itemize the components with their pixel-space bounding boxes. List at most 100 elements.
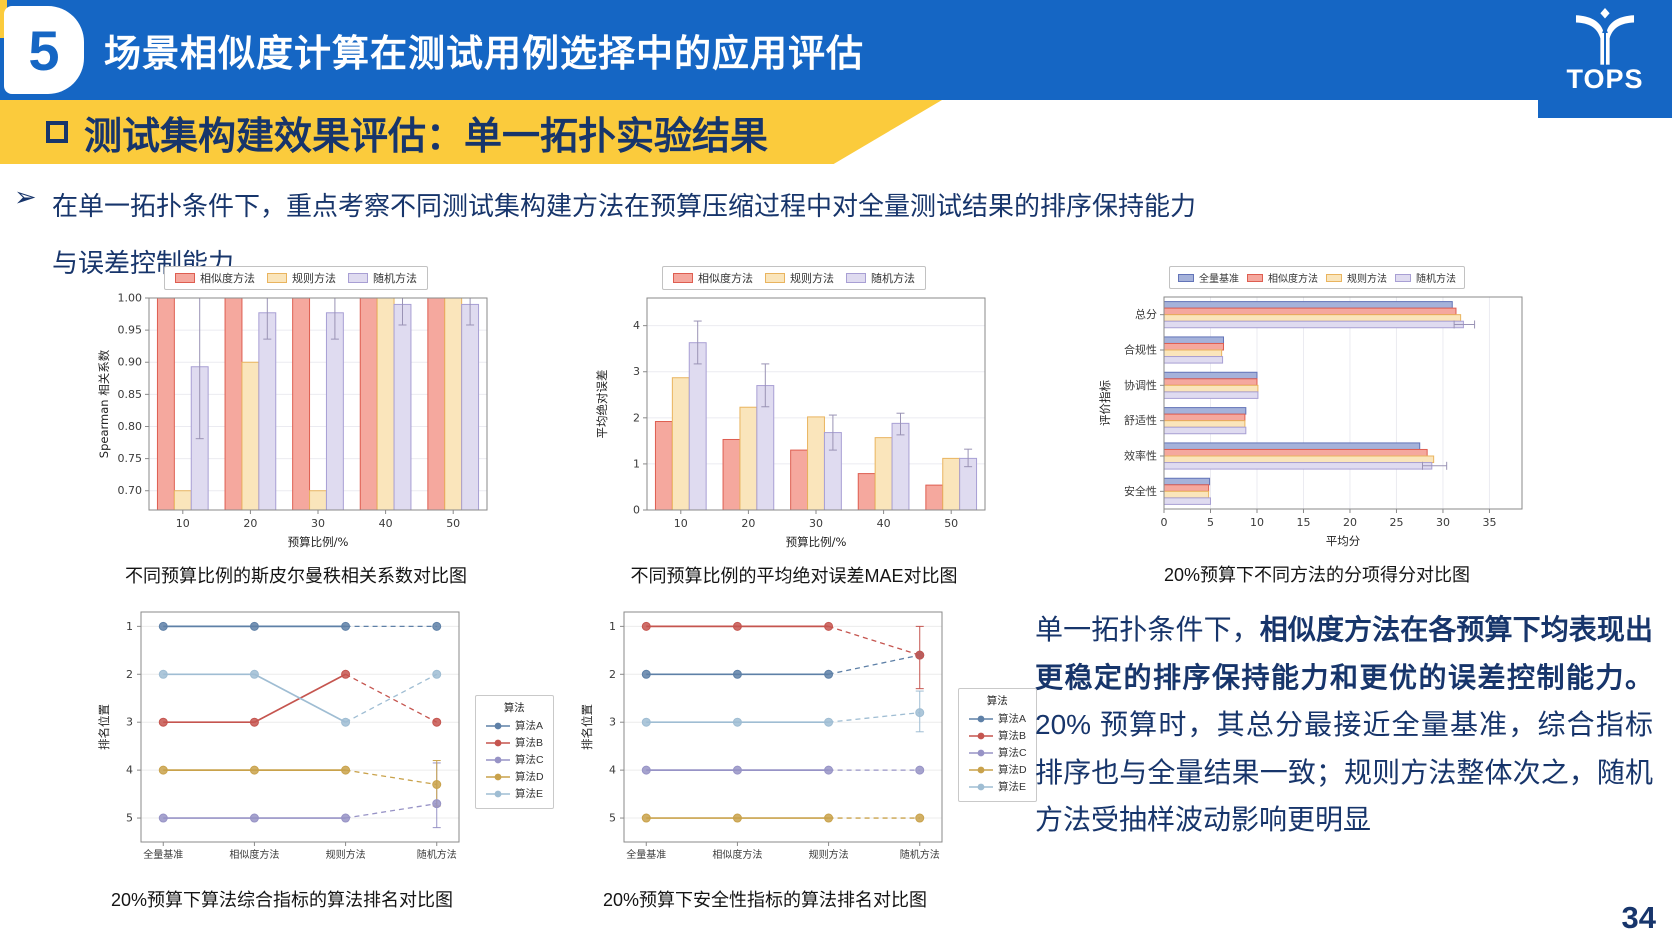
subtitle-text: 测试集构建效果评估：单一拓扑实验结果 xyxy=(84,115,769,158)
arrow-bullet-icon: ➢ xyxy=(14,182,37,212)
svg-text:排名位置: 排名位置 xyxy=(97,704,111,750)
legend-item: 算法A xyxy=(968,711,1027,726)
svg-text:20: 20 xyxy=(741,517,755,530)
legend-label: 算法A xyxy=(998,713,1027,725)
intro-bullet: ➢ 在单一拓扑条件下，重点考察不同测试集构建方法在预算压缩过程中对全量测试结果的… xyxy=(14,178,1204,292)
svg-text:20: 20 xyxy=(1343,516,1357,529)
legend-label: 算法B xyxy=(998,730,1027,742)
svg-text:规则方法: 规则方法 xyxy=(326,848,366,861)
svg-text:相似度方法: 相似度方法 xyxy=(229,848,279,861)
svg-text:1: 1 xyxy=(609,620,616,633)
legend-label: 规则方法 xyxy=(790,273,834,285)
rank-overall-legend: 算法 算法A 算法B 算法C 算法D 算法E xyxy=(475,695,554,809)
legend-label: 算法D xyxy=(998,764,1027,776)
svg-text:随机方法: 随机方法 xyxy=(417,848,457,861)
svg-text:2: 2 xyxy=(609,668,616,681)
bars xyxy=(156,297,480,511)
svg-text:平均绝对误差: 平均绝对误差 xyxy=(595,370,609,439)
mae-caption: 不同预算比例的平均绝对误差MAE对比图 xyxy=(630,566,958,586)
svg-text:5: 5 xyxy=(1207,516,1214,529)
legend-label: 随机方法 xyxy=(373,273,417,285)
legend-label: 算法C xyxy=(998,747,1027,759)
plot-area: 0 1 2 3 4 10 20 30 40 50 预算比例/% 平均绝对误差 xyxy=(595,297,986,549)
svg-text:0.70: 0.70 xyxy=(118,484,143,497)
legend-item: 全量基准 xyxy=(1178,270,1239,285)
legend-swatch xyxy=(175,273,195,283)
svg-text:协调性: 协调性 xyxy=(1124,378,1157,392)
rank-safety-legend: 算法 算法A 算法B 算法C 算法D 算法E xyxy=(958,688,1037,802)
legend-marker xyxy=(486,739,510,746)
svg-text:安全性: 安全性 xyxy=(1124,484,1157,498)
summary-prefix: 单一拓扑条件下， xyxy=(1035,614,1260,645)
tops-tree-icon xyxy=(1575,7,1635,65)
legend-box: 相似度方法 规则方法 随机方法 xyxy=(662,266,926,290)
intro-line-1: 在单一拓扑条件下，重点考察不同测试集构建方法在预算压缩过程中对全量测试结果的排序… xyxy=(52,191,1197,221)
svg-text:4: 4 xyxy=(126,764,133,777)
svg-text:Spearman 相关系数: Spearman 相关系数 xyxy=(97,349,111,458)
svg-text:40: 40 xyxy=(877,517,891,530)
rank-overall-caption: 20%预算下算法综合指标的算法排名对比图 xyxy=(110,890,454,910)
svg-text:随机方法: 随机方法 xyxy=(900,848,940,861)
svg-text:1.00: 1.00 xyxy=(118,292,143,305)
legend-label: 算法B xyxy=(515,737,544,749)
svg-text:5: 5 xyxy=(609,812,616,825)
summary-rest: 20% 预算时，其总分最接近全量基准，综合指标排序也与全量结果一致；规则方法整体… xyxy=(1035,709,1653,836)
legend-label: 相似度方法 xyxy=(200,273,255,285)
svg-text:0: 0 xyxy=(1161,516,1168,529)
svg-text:30: 30 xyxy=(809,517,823,530)
legend-label: 规则方法 xyxy=(1347,274,1387,285)
legend-box: 相似度方法 规则方法 随机方法 xyxy=(164,266,428,290)
svg-text:0.90: 0.90 xyxy=(118,356,143,369)
svg-text:平均分: 平均分 xyxy=(1326,534,1361,548)
legend-item: 相似度方法 xyxy=(175,270,255,286)
legend-item: 算法C xyxy=(485,752,544,767)
legend-marker xyxy=(969,732,993,739)
legend-swatch xyxy=(765,273,785,283)
legend-swatch xyxy=(348,273,368,283)
legend-item: 算法D xyxy=(968,762,1027,777)
spearman-caption: 不同预算比例的斯皮尔曼秩相关系数对比图 xyxy=(125,566,467,586)
legend-label: 算法D xyxy=(515,771,544,783)
subscores-caption: 20%预算下不同方法的分项得分对比图 xyxy=(1163,565,1471,585)
legend-swatch xyxy=(673,273,693,283)
header-bar: 5 场景相似度计算在测试用例选择中的应用评估 xyxy=(0,0,1672,100)
svg-text:10: 10 xyxy=(176,517,190,530)
legend-item: 规则方法 xyxy=(765,270,834,286)
legend-item: 随机方法 xyxy=(348,270,417,286)
svg-text:3: 3 xyxy=(126,716,133,729)
svg-text:30: 30 xyxy=(311,517,325,530)
plot-frame xyxy=(1163,296,1523,510)
plot-frame xyxy=(623,611,943,843)
legend-item: 算法E xyxy=(485,786,544,801)
legend-item: 算法B xyxy=(485,735,544,750)
svg-text:15: 15 xyxy=(1296,516,1310,529)
svg-text:4: 4 xyxy=(609,764,616,777)
legend-label: 相似度方法 xyxy=(698,273,753,285)
legend-item: 相似度方法 xyxy=(673,270,753,286)
figure-subscores: 全量基准 相似度方法 规则方法 随机方法 总分 合规性 协调性 舒适性 效率性 安全性 0 5 10 1… xyxy=(1096,266,1538,587)
legend-item: 算法E xyxy=(968,779,1027,794)
svg-text:效率性: 效率性 xyxy=(1124,449,1157,463)
page-number: 34 xyxy=(1621,900,1656,935)
legend-item: 相似度方法 xyxy=(1247,270,1318,285)
legend-label: 规则方法 xyxy=(292,273,336,285)
legend-title: 算法 xyxy=(503,702,525,714)
legend-label: 算法E xyxy=(998,781,1027,793)
svg-text:10: 10 xyxy=(674,517,688,530)
legend-swatch xyxy=(1326,273,1342,282)
slide-title: 场景相似度计算在测试用例选择中的应用评估 xyxy=(104,33,864,74)
svg-text:排名位置: 排名位置 xyxy=(580,704,594,750)
spearman-bar-chart: 0.70 0.75 0.80 0.85 0.90 0.95 1.00 10 20 30 40 50 预算… xyxy=(97,292,488,549)
svg-text:50: 50 xyxy=(944,517,958,530)
legend-marker xyxy=(486,756,510,763)
legend-label: 随机方法 xyxy=(1416,274,1456,285)
legend-label: 算法C xyxy=(515,754,544,766)
svg-text:10: 10 xyxy=(1250,516,1264,529)
svg-text:35: 35 xyxy=(1482,516,1496,529)
svg-text:1: 1 xyxy=(126,620,133,633)
plot-area: 1 2 3 4 5 全量基准 相似度方法 规则方法 随机方法 排名位置 xyxy=(580,611,943,861)
bars xyxy=(1163,301,1476,505)
bars xyxy=(654,320,978,511)
